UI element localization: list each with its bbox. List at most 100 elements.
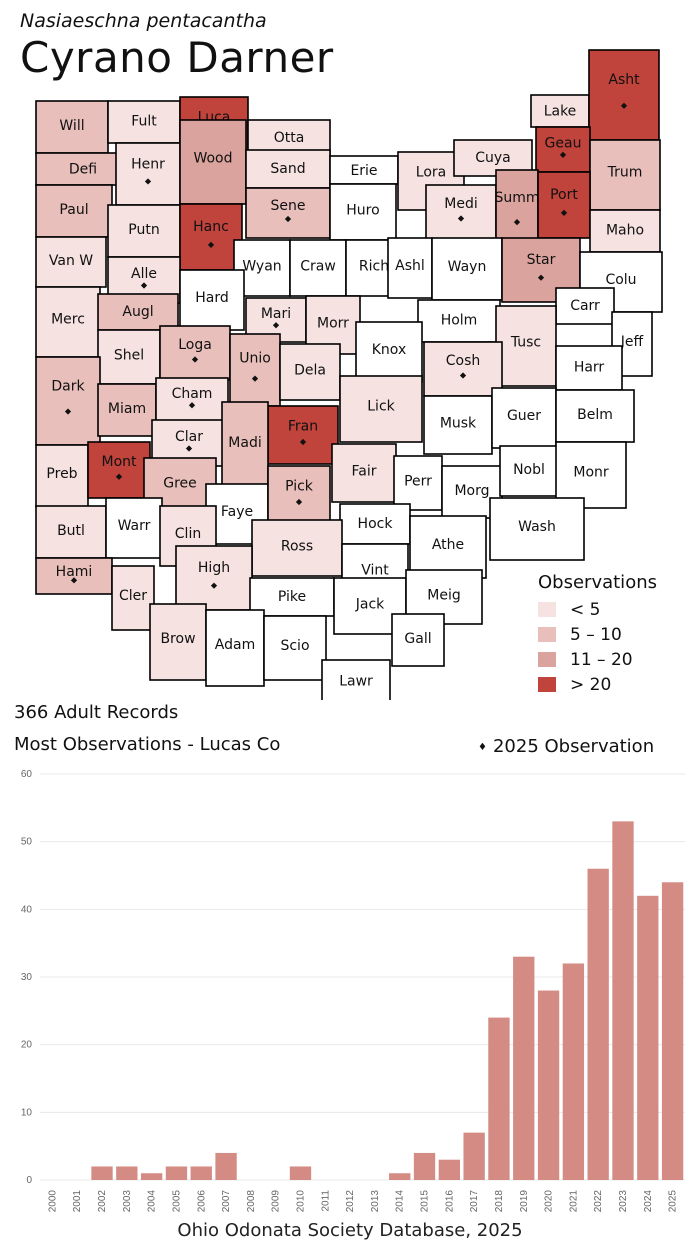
county-nobl: Nobl (499, 445, 559, 497)
county-sene: Sene (245, 187, 331, 239)
county-shape (179, 203, 243, 271)
county-cuya: Cuya (453, 139, 533, 177)
x-tick-label: 2001 (72, 1190, 83, 1213)
county-gall: Gall (391, 613, 445, 667)
legend-item: > 20 (538, 672, 657, 697)
county-shape (393, 455, 443, 511)
bar-2025 (661, 882, 684, 1180)
county-label: Medi (444, 196, 477, 212)
x-tick-label: 2018 (494, 1190, 505, 1213)
county-label: Scio (280, 638, 309, 654)
county-shape (423, 341, 503, 397)
county-shape (530, 94, 590, 128)
county-high: High (175, 545, 253, 611)
county-shape (251, 519, 343, 577)
x-tick-label: 2002 (97, 1190, 108, 1213)
county-shape (35, 557, 113, 595)
x-tick-label: 2017 (469, 1190, 480, 1213)
legend-label: 5 – 10 (570, 624, 622, 645)
county-shape (149, 603, 207, 681)
county-label: Harr (574, 359, 605, 375)
county-shape (205, 609, 265, 687)
county-label: Paul (59, 202, 88, 218)
bar-2017 (463, 1132, 485, 1180)
county-shape (555, 441, 627, 509)
county-cham: Cham (155, 377, 229, 423)
county-shape (35, 505, 107, 559)
county-label: Gree (163, 476, 197, 492)
county-erie: Erie (329, 155, 399, 185)
observation-2025-dot (537, 274, 545, 281)
county-knox: Knox (355, 321, 423, 383)
county-putn: Putn (107, 204, 181, 258)
county-label: Putn (128, 222, 159, 238)
county-shape (589, 209, 661, 253)
x-tick-label: 2006 (196, 1190, 207, 1213)
county-shape (489, 497, 585, 561)
scientific-name: Nasiaeschna pentacantha (20, 10, 267, 32)
county-trum: Trum (589, 139, 661, 211)
x-tick-label: 2014 (395, 1190, 406, 1213)
county-label: Alle (131, 266, 157, 282)
county-shape (588, 49, 660, 141)
county-athe: Athe (409, 515, 487, 579)
county-shape (267, 405, 339, 465)
county-shape (245, 187, 331, 239)
x-tick-label: 2023 (618, 1190, 629, 1213)
bar-2019 (513, 956, 535, 1180)
county-label: Ashl (395, 258, 425, 274)
county-sand: Sand (245, 149, 331, 189)
county-label: Warr (118, 518, 151, 534)
x-tick-label: 2019 (519, 1190, 530, 1213)
county-label: Geau (545, 136, 582, 152)
county-label: Cosh (446, 353, 481, 369)
county-label: Brow (160, 631, 195, 647)
county-ashl: Ashl (387, 237, 433, 299)
county-shape (329, 155, 399, 185)
county-shape (155, 377, 229, 423)
county-label: Henr (131, 157, 165, 173)
county-augl: Augl (97, 293, 179, 331)
header: Nasiaeschna pentacantha Cyrano Darner (20, 10, 334, 82)
county-label: Knox (372, 342, 406, 358)
bar-2022 (587, 868, 609, 1180)
footer-source: Ohio Odonata Society Database, 2025 (177, 1220, 523, 1241)
county-musk: Musk (423, 395, 493, 455)
county-label: Morg (454, 483, 489, 499)
observation-2025-dot (295, 498, 303, 506)
county-label: Preb (46, 466, 77, 482)
x-tick-label: 2003 (122, 1190, 133, 1213)
county-shape (267, 465, 331, 525)
legend-item: 11 – 20 (538, 647, 657, 672)
county-butl: Butl (35, 505, 107, 559)
county-label: Miam (108, 401, 146, 417)
county-maho: Maho (589, 209, 661, 253)
county-label: Guer (507, 408, 541, 424)
legend-item: 5 – 10 (538, 622, 657, 647)
most-observations: Most Observations - Lucas Co (14, 734, 281, 755)
county-shape (179, 119, 247, 205)
county-label: Adam (215, 637, 255, 653)
county-label: Jeff (620, 334, 644, 350)
county-label: Wood (193, 150, 232, 166)
legend-swatch (538, 602, 556, 617)
county-label: Merc (51, 311, 85, 327)
county-shape (179, 269, 245, 331)
x-tick-label: 2015 (420, 1190, 431, 1213)
x-tick-label: 2012 (345, 1190, 356, 1213)
county-label: Sene (271, 198, 306, 214)
county-lake: Lake (530, 94, 590, 128)
bar-2004 (140, 1173, 163, 1180)
county-belm: Belm (555, 389, 635, 443)
county-wood: Wood (179, 119, 247, 205)
legend-item: < 5 (538, 597, 657, 622)
county-label: Lick (367, 399, 395, 415)
county-shape (105, 497, 163, 559)
map-legend: Observations < 5 5 – 10 11 – 20 > 20 (538, 572, 657, 697)
county-medi: Medi (425, 184, 497, 240)
county-label: Star (527, 252, 556, 268)
county-preb: Preb (35, 444, 89, 508)
county-label: Sand (270, 161, 305, 177)
county-label: Loga (178, 337, 212, 353)
